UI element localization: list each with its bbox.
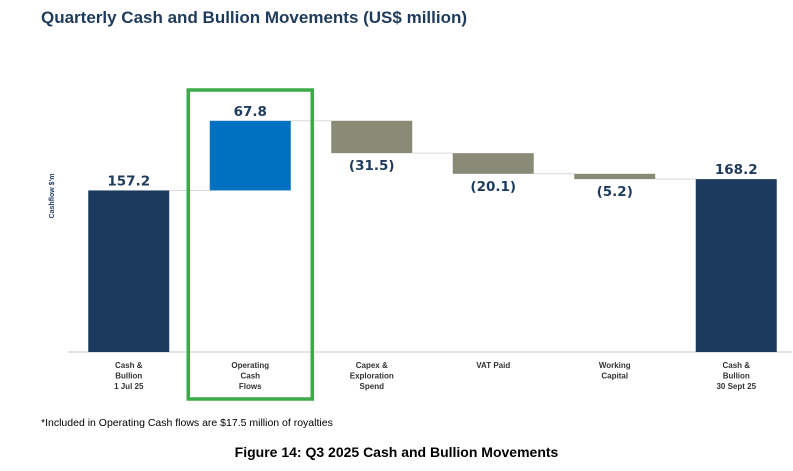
highlight-box: [186, 88, 314, 401]
bar: [695, 179, 777, 352]
bar: [574, 173, 656, 180]
category-label: Capex &: [356, 361, 388, 370]
data-label: 67.8: [234, 104, 267, 120]
bar: [452, 153, 534, 174]
category-label: 1 Jul 25: [114, 382, 144, 391]
data-label: (31.5): [349, 158, 395, 174]
bar: [331, 120, 413, 154]
data-label: (5.2): [597, 184, 633, 200]
category-label: Bullion: [723, 372, 750, 381]
chart-title: Quarterly Cash and Bullion Movements (US…: [41, 8, 468, 27]
bar: [88, 190, 170, 352]
category-label: Cash &: [722, 361, 750, 370]
category-label: Capital: [601, 372, 628, 381]
category-label: Flows: [239, 382, 262, 391]
y-axis-label: Cashflow $'m: [49, 174, 56, 219]
data-label: 157.2: [107, 173, 150, 189]
category-label: Spend: [360, 382, 385, 391]
bar: [209, 120, 291, 191]
category-label: Working: [599, 361, 631, 370]
category-label: Bullion: [115, 372, 142, 381]
category-label: Exploration: [350, 372, 394, 381]
figure-caption: Figure 14: Q3 2025 Cash and Bullion Move…: [234, 444, 559, 460]
category-label: VAT Paid: [476, 361, 510, 370]
category-label: Cash: [240, 372, 260, 381]
data-label: 168.2: [715, 162, 758, 178]
category-label: Operating: [231, 361, 269, 370]
footnote: *Included in Operating Cash flows are $1…: [41, 417, 333, 429]
data-label: (20.1): [470, 179, 516, 195]
category-label: 30 Sept 25: [716, 382, 756, 391]
category-label: Cash &: [115, 361, 143, 370]
